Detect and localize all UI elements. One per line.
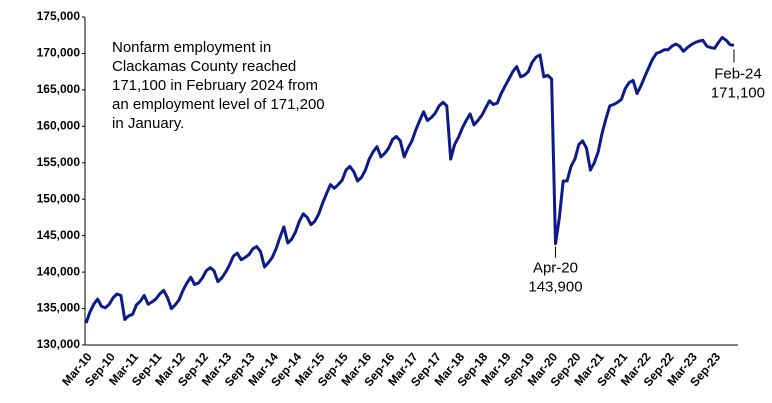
callout-value: 143,900 [528,279,582,296]
annotation: Nonfarm employment in [112,39,271,56]
callout-label: Apr-20 [533,260,578,277]
y-tick-label: 170,000 [37,46,81,60]
annotation: 171,100 in February 2024 from [112,77,318,94]
y-tick-label: 165,000 [37,82,81,96]
y-tick-label: 145,000 [37,228,81,242]
y-tick-label: 130,000 [37,337,81,351]
data-line [84,35,735,324]
y-tick-label: 160,000 [37,119,81,133]
y-tick-label: 175,000 [37,9,81,23]
y-tick-label: 150,000 [37,191,81,205]
y-tick-label: 135,000 [37,301,81,315]
callout-label: Feb-24 [714,65,762,82]
annotation: Clackamas County reached [112,58,296,75]
y-tick-label: 155,000 [37,155,81,169]
callout-value: 171,100 [711,84,765,101]
y-tick-label: 140,000 [37,264,81,278]
annotation: in January. [112,115,184,132]
annotation: an employment level of 171,200 [112,96,325,113]
